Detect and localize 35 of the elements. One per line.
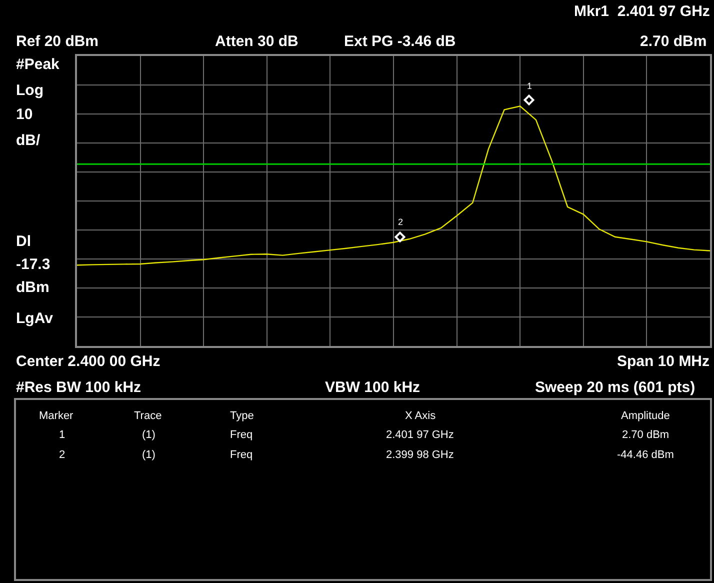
text: Span 10 MHz <box>617 353 710 370</box>
text: 1 <box>527 81 532 91</box>
text: 10 <box>16 106 33 123</box>
text: 1 <box>59 429 66 441</box>
text: LgAv <box>16 310 54 327</box>
annotation: 2 <box>398 217 404 227</box>
text: Marker <box>39 410 74 422</box>
text: Ext PG -3.46 dB <box>344 33 456 50</box>
text: Amplitude <box>621 410 670 422</box>
text: -44.46 dBm <box>617 449 674 461</box>
text: dBm <box>16 279 50 296</box>
text: VBW 100 kHz <box>325 379 420 396</box>
text: dB/ <box>16 132 41 149</box>
text: Trace <box>134 410 162 422</box>
text: 2.401 97 GHz <box>386 429 454 441</box>
text: Sweep 20 ms (601 pts) <box>535 379 696 396</box>
text: X Axis <box>405 410 436 422</box>
text: Freq <box>230 449 253 461</box>
text: Dl <box>16 233 31 250</box>
text: Atten 30 dB <box>215 33 299 50</box>
text: Log <box>16 82 44 99</box>
text: 2.399 98 GHz <box>386 449 454 461</box>
text: (1) <box>142 429 156 441</box>
text: -17.3 <box>16 256 50 273</box>
text: Mkr1 2.401 97 GHz <box>574 3 710 20</box>
text: Freq <box>230 429 253 441</box>
text: (1) <box>142 449 156 461</box>
text: #Res BW 100 kHz <box>16 379 142 396</box>
text: 2.70 dBm <box>622 429 670 441</box>
text: Type <box>230 410 254 422</box>
text: Center 2.400 00 GHz <box>16 353 160 370</box>
text: 2.70 dBm <box>640 33 707 50</box>
text: #Peak <box>16 56 60 73</box>
text: Ref 20 dBm <box>16 33 99 50</box>
text: 2 <box>59 449 66 461</box>
